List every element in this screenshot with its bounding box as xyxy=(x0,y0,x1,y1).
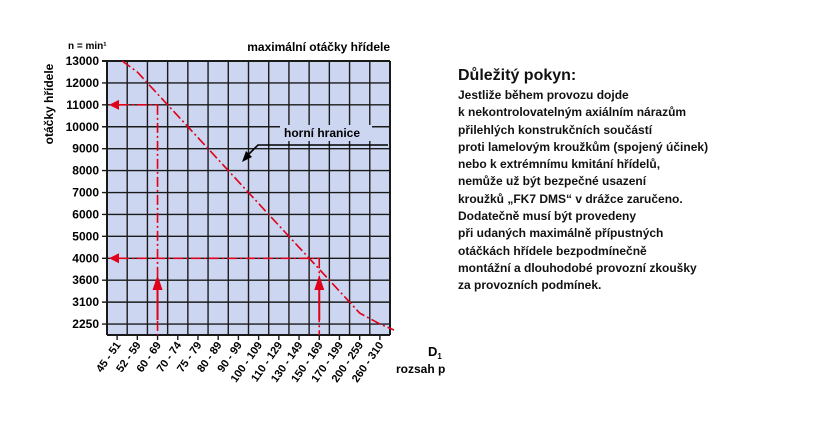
y-tick-labels: 13000 12000 11000 10000 9000 8000 7000 6000 5000… xyxy=(66,54,100,331)
guide-arrowhead-left xyxy=(109,99,119,110)
y-tick-label: 3600 xyxy=(72,273,99,287)
note-title: Důležitý pokyn: xyxy=(458,67,577,84)
note-body: Jestliže během provozu dojde k nekontrolo… xyxy=(458,87,808,295)
note-line: za provozních podmínek. xyxy=(458,278,602,293)
y-tick-label: 7000 xyxy=(72,186,99,200)
guide-up-arrowhead xyxy=(314,275,325,290)
y-tick-label: 13000 xyxy=(66,54,100,68)
upper-limit-callout: horní hranice xyxy=(242,125,388,162)
note-line: Jestliže během provozu dojde xyxy=(458,88,629,102)
note-line: nemůže už být bezpečné usazení xyxy=(458,174,647,189)
important-note: Důležitý pokyn: Jestliže během provozu d… xyxy=(458,66,808,295)
y-axis-label: otáčky hřídele xyxy=(42,63,56,144)
upper-limit-label: horní hranice xyxy=(284,126,360,140)
chart-title: maximální otáčky hřídele xyxy=(247,40,390,54)
y-tick-label: 10000 xyxy=(66,120,100,134)
note-line: nebo k extrémnímu kmitání hřídelů, xyxy=(458,157,661,172)
x-axis-symbol: D1 xyxy=(428,344,442,361)
guide-up-arrowhead xyxy=(152,275,163,290)
note-line: montážní a dlouhodobé provozní zkoušky xyxy=(458,260,697,275)
unit-label: n = min¹ xyxy=(68,41,107,52)
y-tick-label: 8000 xyxy=(72,164,99,178)
x-axis-label: rozsah průměru xyxy=(396,362,445,376)
y-tick-label: 5000 xyxy=(72,229,99,243)
y-tick-label: 9000 xyxy=(72,142,99,156)
callout-leader xyxy=(248,144,388,155)
note-line: přilehlých konstrukčních součástí xyxy=(458,122,653,137)
note-line: otáčkách hřídele bezpodmínečně xyxy=(458,243,647,258)
note-line: kroužků „FK7 DMS“ v drážce zaručeno. xyxy=(458,191,683,206)
y-tick-label: 6000 xyxy=(72,207,99,221)
y-tick-label: 3100 xyxy=(72,295,99,309)
y-tick-label: 4000 xyxy=(72,251,99,265)
grid xyxy=(102,60,391,336)
example-reading-guides xyxy=(109,99,325,335)
callout-arrowhead xyxy=(242,151,252,162)
y-tick-label: 11000 xyxy=(66,98,99,112)
note-line: při udaných maximálně přípustných xyxy=(458,226,664,241)
y-tick-label: 12000 xyxy=(66,76,100,90)
note-line: Dodatečně musí být provedeny xyxy=(458,209,637,224)
chart: n = min¹ maximální otáčky hřídele otáčky… xyxy=(42,40,445,385)
guide-arrowhead-left xyxy=(109,253,119,264)
upper-limit-line xyxy=(121,60,395,331)
note-line: k nekontrolovatelným axiálním nárazům xyxy=(458,105,687,120)
note-line: proti lamelovým kroužkům (spojený účinek… xyxy=(458,139,709,154)
y-tick-label: 2250 xyxy=(72,317,99,331)
